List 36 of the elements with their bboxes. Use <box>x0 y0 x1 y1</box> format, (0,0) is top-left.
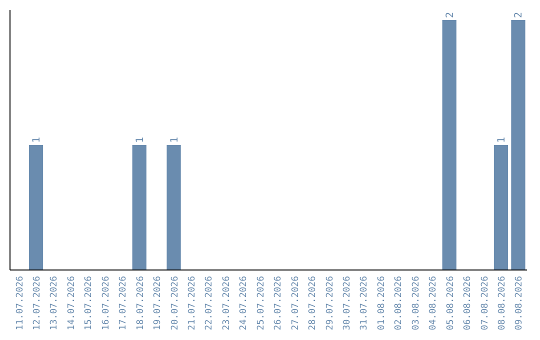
data-label: 1 <box>169 136 180 143</box>
data-label: 2 <box>444 12 456 18</box>
x-tick-label: 08.08.2026 <box>497 276 508 330</box>
x-tick-label: 11.07.2026 <box>15 276 26 330</box>
x-tick-label: 25.07.2026 <box>256 276 266 330</box>
x-tick-label: 26.07.2026 <box>274 276 284 330</box>
data-label: 1 <box>134 136 146 143</box>
x-tick-label: 23.07.2026 <box>222 276 232 330</box>
x-tick-label: 05.08.2026 <box>446 276 456 330</box>
x-tick-label: 14.07.2026 <box>66 276 77 330</box>
x-tick-label: 07.08.2026 <box>480 276 490 330</box>
data-label: 2 <box>514 12 525 18</box>
data-label: 1 <box>32 136 43 143</box>
x-tick-label: 29.07.2026 <box>325 276 336 330</box>
x-tick-label: 30.07.2026 <box>342 276 352 330</box>
x-tick-label: 19.07.2026 <box>153 276 164 330</box>
x-tick-label: 02.08.2026 <box>394 276 404 330</box>
x-tick-label: 27.07.2026 <box>290 276 301 330</box>
x-tick-label: 04.08.2026 <box>428 276 439 330</box>
x-tick-label: 18.07.2026 <box>136 276 146 330</box>
x-tick-label: 17.07.2026 <box>118 276 129 330</box>
x-tick-label: 24.07.2026 <box>239 276 250 330</box>
data-label: 1 <box>496 136 508 143</box>
x-tick-label: 12.07.2026 <box>32 276 43 330</box>
x-tick-label: 13.07.2026 <box>50 276 60 330</box>
x-tick-label: 15.07.2026 <box>84 276 94 330</box>
x-tick-label: 01.08.2026 <box>376 276 387 330</box>
x-tick-label: 09.08.2026 <box>514 276 525 330</box>
x-tick-label: 31.07.2026 <box>360 276 370 330</box>
x-tick-label: 16.07.2026 <box>101 276 112 330</box>
x-tick-label: 28.07.2026 <box>308 276 318 330</box>
x-tick-label: 06.08.2026 <box>463 276 474 330</box>
x-tick-label: 03.08.2026 <box>411 276 422 330</box>
x-tick-label: 21.07.2026 <box>188 276 198 330</box>
x-tick-label: 22.07.2026 <box>204 276 215 330</box>
x-tick-label: 20.07.2026 <box>170 276 180 330</box>
